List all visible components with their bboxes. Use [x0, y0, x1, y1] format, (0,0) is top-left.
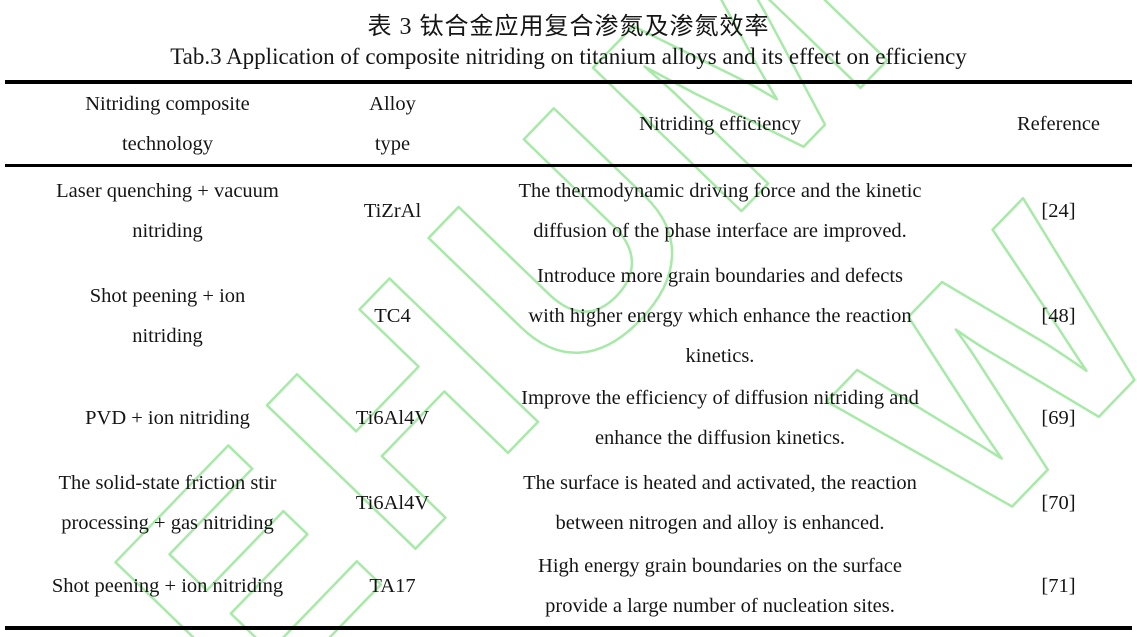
- alloy-cell: TiZrAl: [330, 166, 455, 256]
- efficiency-cell: Improve the efficiency of diffusion nitr…: [455, 376, 985, 461]
- table-row: Shot peening + ion nitriding TC4 Introduce …: [5, 256, 1132, 376]
- column-header-reference: Reference: [985, 82, 1132, 166]
- reference-cell: [70]: [985, 461, 1132, 546]
- technology-cell: Laser quenching + vacuum nitriding: [5, 166, 330, 256]
- table-body: Laser quenching + vacuum nitriding TiZrAl T…: [5, 166, 1132, 628]
- table-row: Laser quenching + vacuum nitriding TiZrAl T…: [5, 166, 1132, 256]
- column-header-efficiency: Nitriding efficiency: [455, 82, 985, 166]
- reference-cell: [24]: [985, 166, 1132, 256]
- table-title-chinese: 表 3 钛合金应用复合渗氮及渗氮效率: [367, 14, 770, 40]
- reference-cell: [71]: [985, 546, 1132, 628]
- text-line: [71]: [1041, 574, 1076, 597]
- text-line: Laser quenching + vacuum: [56, 180, 279, 203]
- text-line: Alloy: [369, 93, 416, 115]
- text-line: TC4: [374, 304, 411, 327]
- technology-cell: PVD + ion nitriding: [5, 376, 330, 461]
- text-line: High energy grain boundaries on the surf…: [538, 554, 902, 577]
- column-header-technology: Nitriding composite technology: [5, 82, 330, 166]
- text-line: TA17: [369, 574, 416, 597]
- text-line: diffusion of the phase interface are imp…: [533, 220, 907, 243]
- text-line: Ti6Al4V: [355, 407, 430, 429]
- column-header-alloy: Alloy type: [330, 82, 455, 166]
- text-line: Nitriding composite: [85, 93, 250, 115]
- text-line: Improve the efficiency of diffusion nitr…: [521, 387, 919, 409]
- efficiency-cell: The surface is heated and activated, the…: [455, 461, 985, 546]
- technology-cell: The solid-state friction stir processing …: [5, 461, 330, 546]
- alloy-cell: Ti6Al4V: [330, 461, 455, 546]
- table-row: Shot peening + ion nitriding TA17 High ene…: [5, 546, 1132, 628]
- efficiency-cell: High energy grain boundaries on the surf…: [455, 546, 985, 628]
- text-line: Introduce more grain boundaries and defe…: [536, 264, 903, 287]
- text-line: between nitrogen and alloy is enhanced.: [555, 512, 885, 534]
- text-line: [69]: [1041, 407, 1076, 429]
- alloy-cell: Ti6Al4V: [330, 376, 455, 461]
- header-row: Nitriding composite technology Alloy type Ni…: [5, 82, 1132, 166]
- text-line: [70]: [1041, 492, 1076, 514]
- text-line: technology: [121, 133, 214, 155]
- text-line: The surface is heated and activated, the…: [523, 472, 917, 494]
- table-row: PVD + ion nitriding Ti6Al4V Improve the ef…: [5, 376, 1132, 461]
- text-line: [24]: [1041, 200, 1076, 223]
- table-header: Nitriding composite technology Alloy type Ni…: [5, 82, 1132, 166]
- alloy-cell: TA17: [330, 546, 455, 628]
- text-line: nitriding: [132, 324, 203, 347]
- text-line: PVD + ion nitriding: [85, 407, 250, 429]
- text-line: with higher energy which enhance the rea…: [528, 304, 912, 327]
- text-line: TiZrAl: [363, 200, 422, 223]
- text-line: The thermodynamic driving force and the …: [518, 180, 922, 203]
- text-line: enhance the diffusion kinetics.: [594, 427, 846, 449]
- reference-cell: [48]: [985, 256, 1132, 376]
- text-line: Reference: [1016, 113, 1101, 135]
- reference-cell: [69]: [985, 376, 1132, 461]
- alloy-cell: TC4: [330, 256, 455, 376]
- text-line: Ti6Al4V: [355, 492, 430, 514]
- text-line: nitriding: [132, 220, 203, 243]
- text-line: processing + gas nitriding: [61, 512, 274, 534]
- text-line: [48]: [1041, 304, 1076, 327]
- text-line: The solid-state friction stir: [58, 472, 277, 494]
- text-line: provide a large number of nucleation sit…: [545, 594, 895, 617]
- technology-cell: Shot peening + ion nitriding: [5, 256, 330, 376]
- technology-cell: Shot peening + ion nitriding: [5, 546, 330, 628]
- text-line: Nitriding efficiency: [639, 113, 801, 135]
- text-line: kinetics.: [685, 344, 755, 367]
- text-line: type: [374, 133, 411, 155]
- table-row: The solid-state friction stir processing …: [5, 461, 1132, 546]
- text-line: Shot peening + ion: [89, 284, 246, 307]
- table-title-english: Tab.3 Application of composite nitriding…: [170, 44, 967, 69]
- text-line: Shot peening + ion nitriding: [51, 574, 284, 597]
- nitriding-table: Nitriding composite technology Alloy type Ni…: [5, 80, 1132, 630]
- efficiency-cell: The thermodynamic driving force and the …: [455, 166, 985, 256]
- efficiency-cell: Introduce more grain boundaries and defe…: [455, 256, 985, 376]
